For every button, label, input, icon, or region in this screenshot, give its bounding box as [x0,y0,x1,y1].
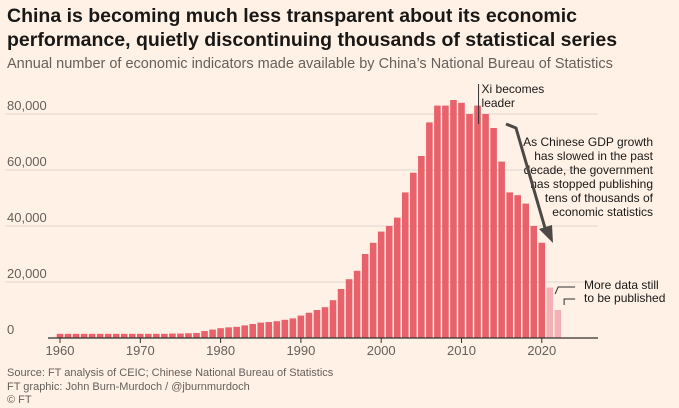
bar [450,100,457,338]
more-data-connector [563,298,576,305]
bar [329,300,337,338]
bar [185,333,192,338]
bar [410,172,417,338]
bar [369,242,377,338]
bar [225,327,232,338]
bar [385,226,393,338]
bar [137,333,144,338]
bar [353,270,361,338]
chart-footer: Source: FT analysis of CEIC; Chinese Nat… [7,367,333,408]
bar [217,328,224,338]
bar [482,114,489,338]
bar [72,333,80,338]
x-tick-label: 2020 [527,343,556,358]
bar [249,324,257,338]
x-tick-label: 2000 [367,343,396,358]
bar [530,226,538,338]
bar [128,333,136,338]
bar [522,203,530,338]
x-tick-label: 1960 [46,343,75,358]
bar [434,105,441,338]
trend-arrow-line [505,122,547,229]
x-tick-label: 1990 [286,343,315,358]
xi-annotation-text: Xi becomes [482,82,545,96]
y-tick-label: 20,000 [7,266,47,281]
bar [80,333,88,338]
bar [506,192,513,338]
trend-arrow-head [539,225,553,243]
bar [64,333,72,338]
bar [426,122,433,339]
chart-subtitle: Annual number of economic indicators mad… [7,56,613,72]
y-tick-label: 60,000 [7,154,47,169]
bar [490,128,497,338]
provisional-bar [554,310,562,338]
bar [393,217,401,338]
bar [514,195,521,338]
xi-annotation-text: leader [482,96,515,110]
bar [466,114,473,338]
bar [377,231,385,338]
y-tick-label: 0 [7,322,14,337]
graphic-credit: FT graphic: John Burn-Murdoch / @jburnmu… [7,380,250,393]
bar [474,105,481,338]
provisional-bar [546,287,554,338]
bar [361,254,369,338]
bar [104,333,112,338]
slowdown-annotation-text: tens of thousands of [545,191,654,205]
bar [289,318,297,338]
bar [321,307,329,338]
bar [402,192,409,338]
chart-title: China is becoming much less transparent … [7,5,618,51]
bar [201,331,208,338]
slowdown-annotation-text: decade, the government [524,163,654,177]
bar [281,319,289,338]
slowdown-annotation-text: economic statistics [552,205,653,219]
bar [169,333,176,338]
bar [257,322,265,338]
x-tick-label: 1980 [206,343,235,358]
more-data-annotation-text: More data still [584,278,659,292]
bar [345,279,353,338]
bar [313,310,321,338]
bar [458,102,465,338]
x-tick-label: 1970 [126,343,155,358]
x-tick-label: 2010 [447,343,476,358]
more-data-annotation-text: to be published [584,291,665,305]
bar [305,312,313,338]
slowdown-annotation-text: has stopped publishing [530,177,653,191]
more-data-connector [554,286,576,295]
bar [161,333,168,338]
y-tick-label: 80,000 [7,98,47,113]
bar [337,289,345,338]
bar [498,161,505,338]
copyright-note: © FT [7,394,32,406]
bar [241,325,248,338]
slowdown-annotation-text: has slowed in the past [534,149,653,163]
bar [273,321,281,338]
bar [177,333,184,338]
bar [442,105,449,338]
bar [120,333,128,338]
slowdown-annotation-text: As Chinese GDP growth [523,135,653,149]
bar [88,333,96,338]
bar [145,333,152,338]
bar [418,156,425,338]
bar [153,333,160,338]
bar [193,332,200,338]
bar [112,333,120,338]
bar [56,333,64,338]
bar [233,326,240,338]
bar [297,315,305,338]
bar [96,333,104,338]
bar [209,329,216,338]
bar [265,322,273,338]
y-tick-label: 40,000 [7,210,47,225]
bar [538,242,546,338]
source-note: Source: FT analysis of CEIC; Chinese Nat… [7,367,334,379]
